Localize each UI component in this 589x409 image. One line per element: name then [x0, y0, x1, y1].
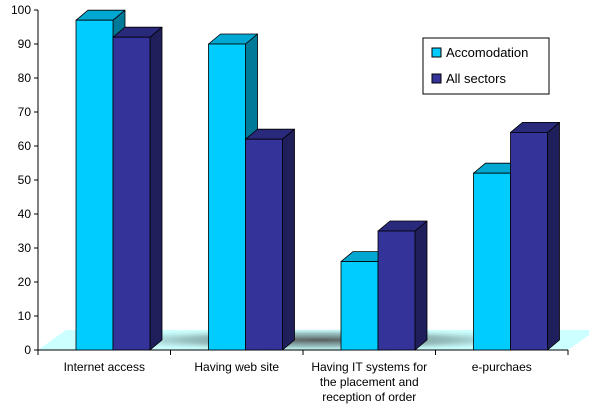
x-category-label-line: reception of order	[322, 390, 416, 404]
bar-side-face	[149, 26, 163, 351]
x-category-label: e-purchaes	[472, 360, 532, 374]
bar-front-face	[75, 19, 114, 351]
bar-side-face	[282, 128, 295, 351]
bar	[245, 128, 295, 351]
bar-series	[75, 9, 560, 351]
x-category-label-line: e-purchaes	[472, 360, 532, 374]
x-category-label-line: the placement and	[320, 375, 419, 389]
x-category-label-line: Internet access	[64, 360, 145, 374]
legend-box	[422, 37, 550, 95]
y-axis-ticks: 0 10 20 30 40 50 60 70 80 90 100	[11, 3, 38, 357]
bar-side-face	[547, 122, 560, 351]
y-tick-label: 10	[18, 309, 32, 323]
y-tick-label: 50	[18, 173, 32, 187]
legend-swatch-all-sectors	[431, 73, 442, 84]
legend: Accomodation All sectors	[422, 37, 550, 95]
bar-side-face	[414, 220, 428, 351]
bar-front-face	[208, 43, 246, 351]
bar	[112, 26, 163, 351]
x-axis-category-labels: Internet access Having web site Having IT …	[64, 360, 532, 404]
bar	[377, 220, 428, 351]
y-tick-label: 100	[11, 3, 31, 17]
x-category-label-line: Having IT systems for	[311, 360, 427, 374]
x-category-label-line: Having web site	[194, 360, 279, 374]
x-category-label: Having IT systems for the placement and re…	[311, 360, 427, 404]
y-tick-label: 30	[18, 241, 32, 255]
bar-front-face	[245, 138, 283, 351]
floor-shadow	[75, 328, 565, 352]
y-tick-label: 90	[18, 37, 32, 51]
x-category-label: Internet access	[64, 360, 145, 374]
bar-front-face	[340, 261, 379, 351]
y-tick-label: 80	[18, 71, 32, 85]
bar-front-face	[112, 36, 151, 351]
y-tick-label: 20	[18, 275, 32, 289]
x-category-label: Having web site	[194, 360, 279, 374]
bar	[510, 122, 560, 351]
bar-front-face	[377, 230, 416, 351]
legend-label-all-sectors: All sectors	[446, 71, 506, 86]
legend-label-accomodation: Accomodation	[446, 45, 528, 60]
bar-front-face	[473, 172, 511, 351]
y-tick-label: 0	[24, 343, 31, 357]
y-tick-label: 70	[18, 105, 32, 119]
x-axis-ticks	[37, 350, 569, 355]
bar-front-face	[510, 131, 548, 351]
y-tick-label: 60	[18, 139, 32, 153]
y-tick-label: 40	[18, 207, 32, 221]
legend-swatch-accomodation	[431, 47, 442, 58]
